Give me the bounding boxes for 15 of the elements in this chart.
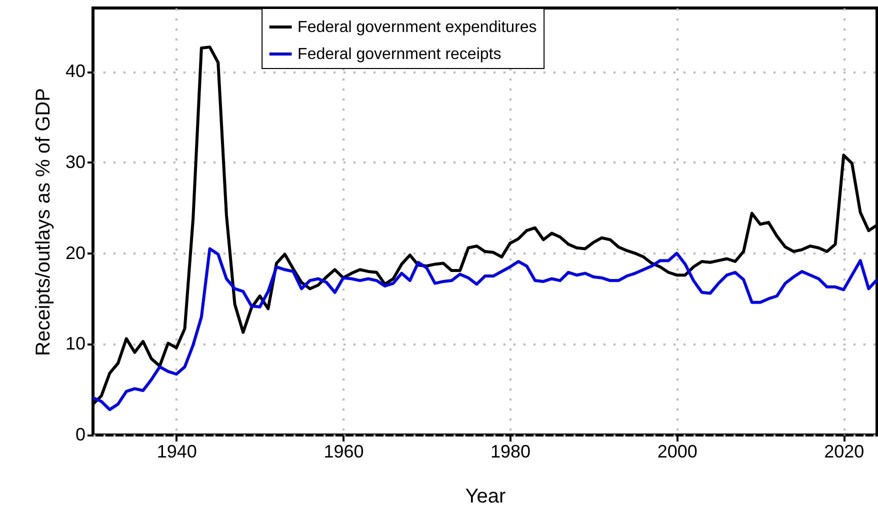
legend-label: Federal government receipts: [298, 46, 502, 63]
x-tick-label: 2020: [824, 442, 864, 462]
line-series: [93, 247, 877, 412]
y-tick-label: 30: [65, 152, 86, 172]
y-tick-label: 10: [65, 334, 86, 354]
legend-label: Federal government expenditures: [298, 19, 537, 36]
x-tick-label: 1940: [156, 442, 197, 462]
x-tick-label: 2000: [657, 442, 698, 462]
y-tick-label: 20: [65, 242, 86, 263]
x-axis-title: Year: [465, 486, 506, 508]
x-tick-label: 1980: [490, 442, 531, 462]
y-tick-label: 0: [75, 424, 86, 444]
y-axis-title: Receipts/outlays as % of GDP: [32, 88, 54, 356]
x-tick-label: 1960: [324, 442, 364, 462]
y-tick-label: 40: [65, 61, 86, 82]
